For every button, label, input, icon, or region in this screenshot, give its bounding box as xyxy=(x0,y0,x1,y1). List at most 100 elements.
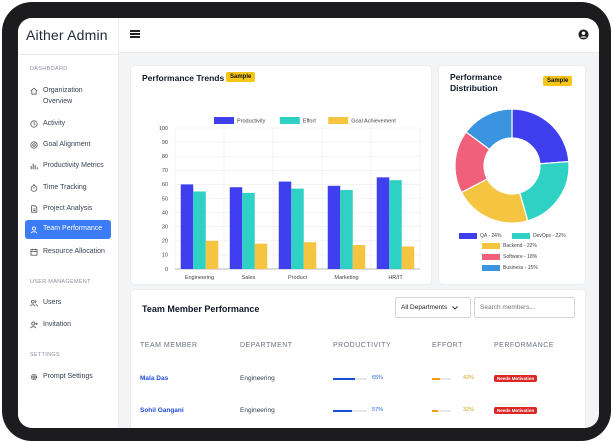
legend-swatch xyxy=(328,117,349,124)
sidebar-item-label: Goal Alignment xyxy=(43,141,91,148)
sidebar: Aither Admin DASHBOARD Organization Over… xyxy=(18,18,119,428)
column-header-effort: EFFORT xyxy=(432,342,463,349)
bar-effort xyxy=(291,188,304,269)
productivity-value: 57% xyxy=(372,407,384,413)
sidebar-item-invitation[interactable]: Invitation xyxy=(25,318,111,333)
card-title: Team Member Performance xyxy=(142,304,260,314)
card-title: Performance Trends xyxy=(142,73,225,83)
effort-bar xyxy=(432,410,451,412)
sidebar-item-goal-alignment[interactable]: Goal Alignment xyxy=(25,138,111,153)
bar-effort xyxy=(193,191,206,269)
member-name-link[interactable]: Sohil Gangani xyxy=(140,407,184,414)
legend-item-software: Software - 18% xyxy=(482,254,537,260)
sidebar-item-time-tracking[interactable]: Time Tracking xyxy=(25,181,111,196)
sidebar-item-activity[interactable]: Activity xyxy=(25,117,111,132)
section-dashboard: DASHBOARD xyxy=(30,66,68,72)
y-tick-label: 20 xyxy=(162,239,168,245)
home-icon xyxy=(29,86,38,95)
section-user-management: USER MANAGEMENT xyxy=(30,279,91,285)
effort-bar xyxy=(432,378,451,380)
y-tick-label: 30 xyxy=(162,225,168,231)
y-tick-label: 0 xyxy=(165,267,168,273)
app-title: Aither Admin xyxy=(26,27,108,43)
y-tick-label: 50 xyxy=(162,196,168,202)
x-tick-label: Marketing xyxy=(334,275,358,281)
bar-chart-icon xyxy=(29,161,38,170)
bar-effort xyxy=(389,180,402,269)
y-tick-label: 10 xyxy=(162,253,168,259)
sidebar-item-label: Team Performance xyxy=(43,225,103,233)
legend-item-qa: QA - 24% xyxy=(459,233,501,239)
bar-productivity xyxy=(327,185,341,269)
sidebar-item-label: Invitation xyxy=(43,321,72,328)
team-icon xyxy=(29,225,38,234)
legend-label: Goal Achievement xyxy=(351,119,396,125)
sidebar-item-resource-allocation[interactable]: Resource Allocation xyxy=(25,245,111,260)
legend-label: Business - 15% xyxy=(503,265,538,271)
legend-label: DevOps - 22% xyxy=(533,233,566,239)
hamburger-icon[interactable] xyxy=(130,30,140,38)
legend-label: Backend - 22% xyxy=(503,243,537,249)
column-header-productivity: PRODUCTIVITY xyxy=(333,342,392,349)
section-settings: SETTINGS xyxy=(30,352,60,358)
y-tick-label: 90 xyxy=(162,140,168,146)
sample-badge: Sample xyxy=(226,72,256,82)
bar-goal-achievement xyxy=(205,240,219,269)
member-name-link[interactable]: Mala Das xyxy=(140,375,169,382)
team-performance-card: Team Member Performance All Departments … xyxy=(131,290,585,428)
x-tick-label: Product xyxy=(288,275,307,281)
sidebar-item-label: Prompt Settings xyxy=(43,373,93,380)
legend-label: Software - 18% xyxy=(503,254,538,260)
bar-productivity xyxy=(229,187,243,269)
legend-label: Effort xyxy=(303,119,317,125)
bar-effort xyxy=(242,192,255,269)
performance-badge: Needs Motivation xyxy=(494,375,538,382)
y-tick-label: 100 xyxy=(159,126,168,132)
timer-icon xyxy=(29,183,38,192)
donut-slice-devops xyxy=(518,160,570,222)
x-tick-label: Engineering xyxy=(185,275,214,281)
legend-label: Productivity xyxy=(237,119,266,125)
performance-badge: Needs Motivation xyxy=(494,407,538,414)
legend-swatch xyxy=(279,117,300,124)
sidebar-item-team-performance[interactable]: Team Performance xyxy=(25,220,111,239)
donut-slice-qa xyxy=(511,108,570,165)
donut-slice-business xyxy=(465,108,513,151)
clock-icon xyxy=(29,119,38,128)
y-tick-label: 60 xyxy=(162,182,168,188)
sidebar-item-label: Productivity Metrics xyxy=(43,162,104,169)
search-input[interactable] xyxy=(474,297,575,318)
department-filter[interactable]: All Departments xyxy=(395,297,471,318)
users-icon xyxy=(29,298,38,307)
chevron-down-icon xyxy=(452,305,459,310)
sample-badge: Sample xyxy=(543,76,573,86)
legend-swatch xyxy=(214,117,234,124)
sidebar-item-users[interactable]: Users xyxy=(25,296,111,311)
gear-icon xyxy=(29,372,38,381)
sidebar-item-productivity-metrics[interactable]: Productivity Metrics xyxy=(25,159,111,174)
legend-item-business: Business - 15% xyxy=(482,265,538,271)
sidebar-item-organization-overview[interactable]: Organization Overview xyxy=(25,84,111,109)
bar-productivity xyxy=(278,181,292,269)
bar-goal-achievement xyxy=(401,246,415,269)
target-icon xyxy=(29,140,38,149)
sidebar-item-label: Project Analysis xyxy=(43,205,93,212)
bar-goal-achievement xyxy=(254,243,268,269)
sidebar-item-label: Organization Overview xyxy=(43,87,83,105)
performance-trends-card: Performance Trends Sample 0 10 20 30 40 50 60 7… xyxy=(131,66,431,284)
column-header-team-member: TEAM MEMBER xyxy=(140,342,198,349)
y-tick-label: 80 xyxy=(162,154,168,160)
user-circle-icon[interactable] xyxy=(578,27,589,40)
bar-effort xyxy=(340,190,353,269)
legend-item-backend: Backend - 22% xyxy=(482,243,537,249)
y-tick-label: 70 xyxy=(162,168,168,174)
performance-distribution-card: Performance Distribution Sample QA - 24%… xyxy=(439,66,585,284)
sidebar-item-label: Users xyxy=(43,299,62,306)
sidebar-item-prompt-settings[interactable]: Prompt Settings xyxy=(25,370,111,385)
bar-goal-achievement xyxy=(352,245,366,269)
brand-divider xyxy=(18,54,118,55)
bar-productivity xyxy=(376,177,390,269)
sidebar-item-project-analysis[interactable]: Project Analysis xyxy=(25,202,111,217)
productivity-bar xyxy=(333,410,367,412)
column-header-performance: PERFORMANCE xyxy=(494,342,554,349)
